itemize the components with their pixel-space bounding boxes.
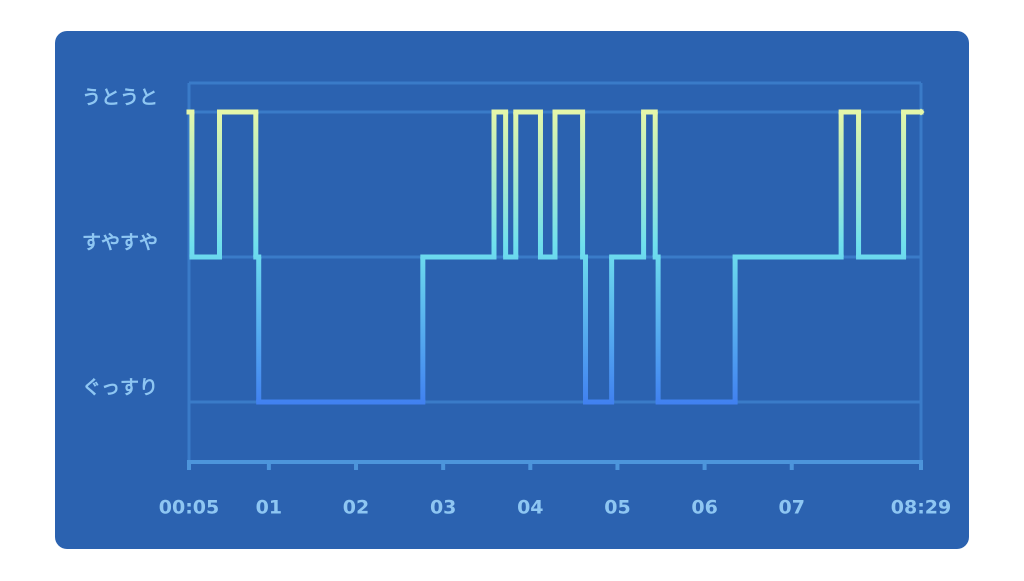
y-tick-label: すやすや xyxy=(82,232,158,254)
x-tick-label: 05 xyxy=(604,497,630,519)
x-tick-label: 08:29 xyxy=(891,497,951,519)
x-tick-label: 01 xyxy=(256,497,282,519)
x-tick-label: 00:05 xyxy=(159,497,219,519)
x-tick-label: 07 xyxy=(779,497,805,519)
x-tick-label: 04 xyxy=(517,497,543,519)
x-tick-label: 03 xyxy=(430,497,456,519)
card xyxy=(55,31,969,549)
x-tick-label: 02 xyxy=(343,497,369,519)
y-tick-label: ぐっすり xyxy=(82,377,158,399)
x-tick-label: 06 xyxy=(691,497,717,519)
y-tick-label: うとうと xyxy=(82,87,158,109)
